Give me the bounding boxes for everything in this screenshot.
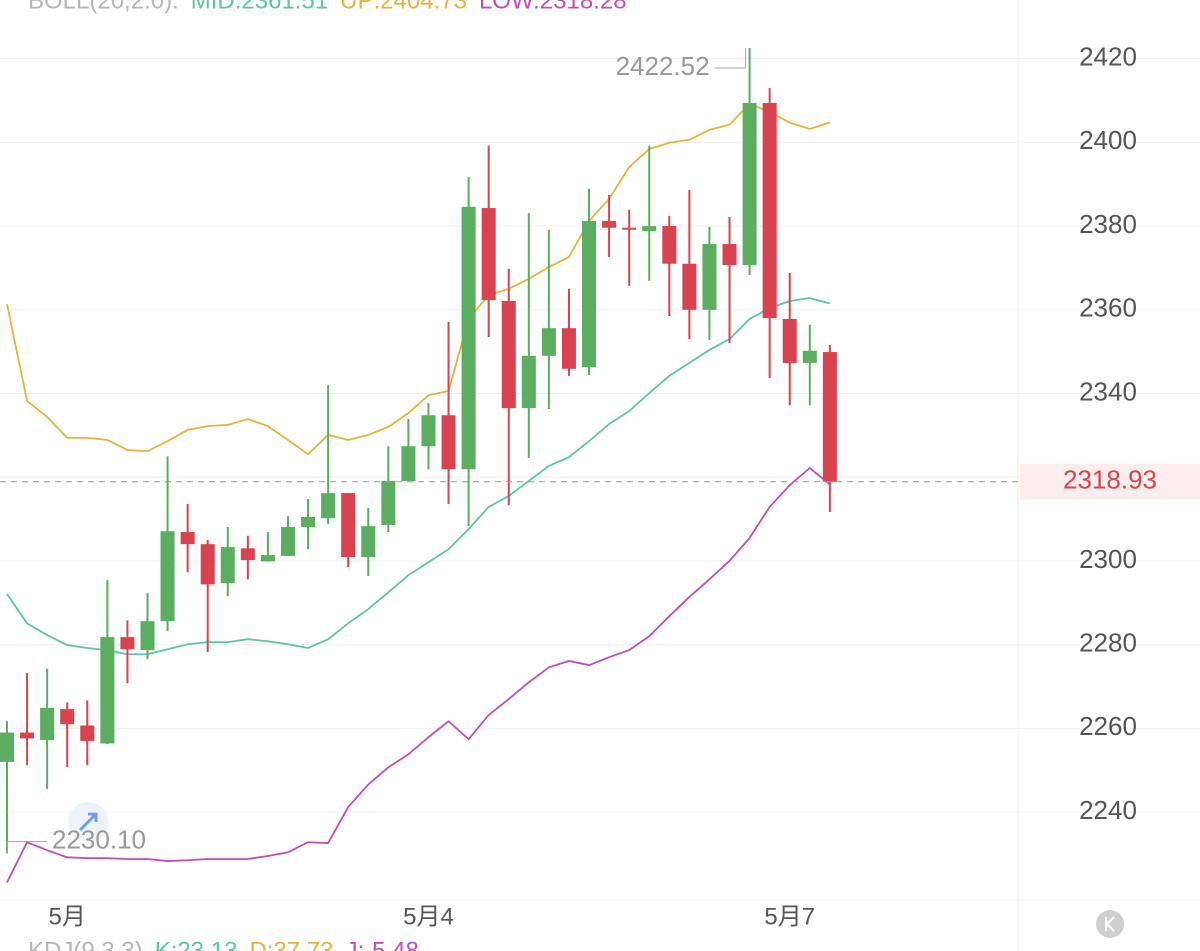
boll-line [6,297,831,656]
x-tick-label: 5月4 [403,903,454,930]
indicator-value: MID:2361.51 [191,0,328,14]
candle-body [802,350,817,363]
y-tick-label: 2400 [1079,125,1137,155]
candle-body [421,415,436,447]
candle-body [461,206,476,470]
candle-body [60,709,75,725]
candle-body [220,547,235,584]
y-tick-label: 2420 [1079,41,1137,71]
candle-body [682,263,697,310]
indicator-value: LOW:2318.28 [479,0,627,14]
candle-body [140,621,155,651]
trend-arrow [78,812,98,832]
annotation-label: 2422.52 [616,51,710,81]
candle-body [582,221,597,368]
candle-body [521,355,536,409]
kdj-label: K:23.13 [155,937,238,951]
candle-body [20,732,35,739]
annotation-label: 2230.10 [52,824,146,854]
candle-body [782,318,797,363]
candle-body [481,208,496,301]
indicator-label: BOLL(20,2.0): [28,0,179,14]
kdj-label: KDJ(9,3,3) [28,937,143,951]
candle-body [160,531,175,622]
candle-body [622,227,637,230]
candle-body [341,493,356,558]
kdj-label: J:-5.48 [346,937,419,951]
y-tick-label: 2360 [1079,293,1137,323]
candle-body [80,725,95,741]
candle-body [602,221,617,228]
candle-body [280,527,295,556]
current-price-box [1020,463,1200,500]
kdj-label: D:37.73 [249,937,333,951]
y-tick-label: 2340 [1079,376,1137,406]
candle-body [0,732,14,762]
candle-body [501,300,516,409]
collapse-button[interactable] [1096,910,1124,938]
y-tick-label: 2300 [1079,544,1137,574]
candle-body [120,637,135,650]
x-tick-label: 5月7 [764,903,815,930]
candle-body [100,637,115,744]
candle-body [762,102,777,319]
candle-body [260,555,275,562]
indicator-value: UP:2404.73 [340,0,467,14]
candle-body [301,516,316,528]
y-tick-label: 2240 [1079,795,1137,825]
candle-body [401,446,416,481]
candle-body [381,480,396,525]
candle-body [702,244,717,310]
candle-body [722,244,737,265]
y-tick-label: 2280 [1079,628,1137,658]
collapse-icon [1105,916,1115,932]
candle-body [361,526,376,558]
candle-body [40,707,55,741]
x-tick-label: 5月 [49,903,86,930]
candle-body [321,493,336,519]
candle-body [541,328,556,356]
annotation-connector [6,841,47,854]
candle-body [200,544,215,585]
candle-body [240,548,255,561]
y-tick-label: 2380 [1079,209,1137,239]
candle-body [180,532,195,545]
boll-line [6,102,831,456]
annotation-connector [714,48,747,69]
current-price-label: 2318.93 [1063,465,1157,495]
candle-body [822,352,837,482]
candle-body [642,226,657,232]
y-tick-label: 2260 [1079,711,1137,741]
candle-body [561,328,576,369]
candle-body [742,102,757,265]
boll-line [6,466,831,883]
candle-body [662,226,677,264]
candle-body [441,415,456,470]
